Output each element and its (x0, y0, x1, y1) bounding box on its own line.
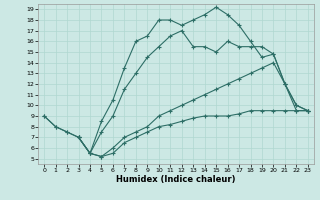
X-axis label: Humidex (Indice chaleur): Humidex (Indice chaleur) (116, 175, 236, 184)
